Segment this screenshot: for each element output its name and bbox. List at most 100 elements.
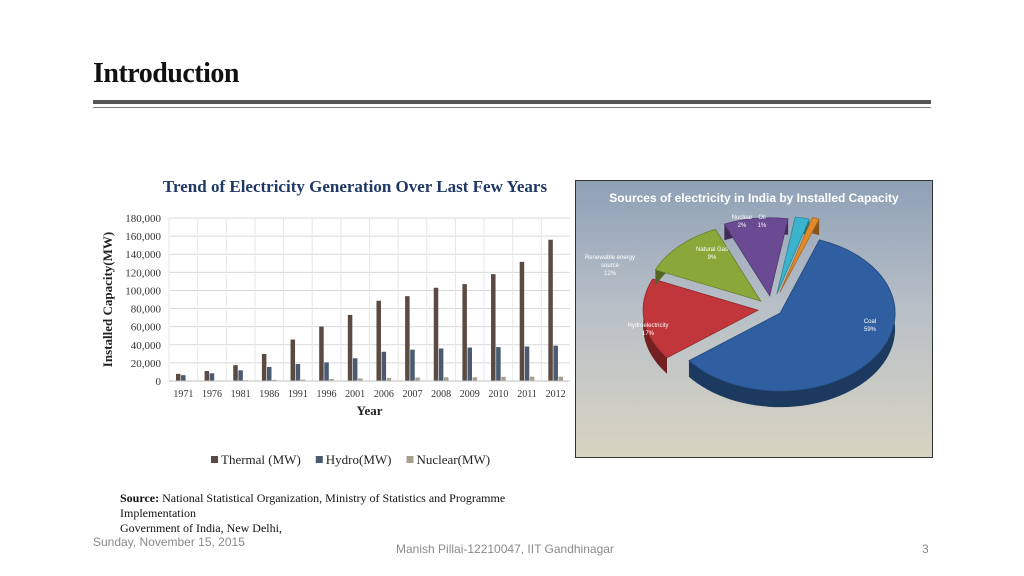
y-tick-label: 40,000 <box>131 340 162 352</box>
pie-label-Renewable energy source: Renewable energy source 12% <box>585 255 635 277</box>
pie-label-Oil: Oil 1% <box>758 215 767 229</box>
legend-swatch <box>211 456 218 463</box>
bar-Hydro(MW) <box>352 358 358 381</box>
bar-Thermal (MW) <box>290 339 296 381</box>
y-tick-label: 120,000 <box>125 267 161 279</box>
bar-Hydro(MW) <box>553 345 558 381</box>
x-tick-label: 2001 <box>345 389 365 400</box>
x-tick-label: 2012 <box>546 389 566 400</box>
bar-Nuclear(MW) <box>272 379 277 381</box>
x-tick-label: 1976 <box>202 389 222 400</box>
bar-Nuclear(MW) <box>501 376 506 381</box>
x-tick-label: 2007 <box>402 389 422 400</box>
pie-slice-Nuclear <box>776 216 810 295</box>
slide-title: Introduction <box>93 58 239 89</box>
y-tick-label: 160,000 <box>125 231 161 243</box>
pie-label-Natural Gas: Natural Gas 9% <box>696 247 728 261</box>
bar-Nuclear(MW) <box>443 377 449 381</box>
pie-label-Nuclear: Nuclear 2% <box>732 215 753 229</box>
bar-Nuclear(MW) <box>329 379 334 381</box>
legend-swatch <box>406 456 414 463</box>
bar-Thermal (MW) <box>233 365 238 381</box>
bar-Thermal (MW) <box>261 353 267 381</box>
bar-Hydro(MW) <box>295 363 301 381</box>
y-tick-label: 80,000 <box>131 304 162 316</box>
bar-Hydro(MW) <box>324 362 329 381</box>
x-tick-label: 1986 <box>259 389 279 400</box>
x-tick-label: 2008 <box>431 389 451 400</box>
source-label: Source: <box>120 491 160 505</box>
footer-date: Sunday, November 15, 2015 <box>93 535 245 549</box>
source-text: National Statistical Organization, Minis… <box>120 491 506 520</box>
bar-Hydro(MW) <box>438 348 444 381</box>
x-tick-label: 2011 <box>517 389 537 400</box>
pie-chart-panel: Sources of electricity in India by Insta… <box>575 180 933 458</box>
bar-Nuclear(MW) <box>300 379 306 381</box>
title-rule-thin <box>93 107 931 108</box>
bar-chart: 0 20,000 40,000 60,000 80,000 100,000 120,000 1… <box>100 213 570 467</box>
y-axis-label: Installed Capacity(MW) <box>100 232 115 367</box>
title-rule-thick <box>93 100 931 104</box>
bar-Thermal (MW) <box>433 287 439 381</box>
bar-Nuclear(MW) <box>558 376 564 381</box>
bar-Thermal (MW) <box>462 284 467 381</box>
bar-Nuclear(MW) <box>386 377 392 381</box>
x-tick-label: 1981 <box>231 389 251 400</box>
bar-chart-title: Trend of Electricity Generation Over Las… <box>162 177 548 196</box>
x-tick-label: 2010 <box>488 389 508 400</box>
bar-Hydro(MW) <box>524 346 530 381</box>
footer-page-number: 3 <box>922 542 929 556</box>
y-tick-label: 20,000 <box>131 358 162 370</box>
pie-slice-Natural Gas <box>723 217 789 297</box>
bar-Nuclear(MW) <box>358 378 363 381</box>
bar-Nuclear(MW) <box>415 377 420 381</box>
pie-slice-Hydroelectricity <box>642 278 760 359</box>
pie-slice-Coal <box>688 239 896 392</box>
bar-Thermal (MW) <box>319 326 324 381</box>
footer-author: Manish Pillai-12210047, IIT Gandhinagar <box>396 542 614 556</box>
bar-Thermal (MW) <box>519 261 525 381</box>
x-tick-label: 1996 <box>317 389 337 400</box>
y-tick-label: 100,000 <box>125 285 161 297</box>
bar-Hydro(MW) <box>267 366 272 381</box>
y-tick-label: 0 <box>156 376 162 388</box>
pie-slice-Oil <box>779 217 820 293</box>
pie-slice-side-Hydroelectricity <box>643 278 667 374</box>
bar-Thermal (MW) <box>175 373 181 381</box>
legend-label: Thermal (MW) <box>221 452 301 467</box>
bar-Thermal (MW) <box>491 274 496 381</box>
pie-label-Coal: Coal 59% <box>864 319 877 333</box>
bar-Hydro(MW) <box>238 370 243 381</box>
legend-swatch <box>315 456 323 463</box>
bar-Hydro(MW) <box>467 347 472 381</box>
bar-Hydro(MW) <box>181 375 186 381</box>
bar-Hydro(MW) <box>209 373 215 381</box>
y-tick-label: 60,000 <box>131 322 162 334</box>
y-tick-label: 180,000 <box>125 213 161 225</box>
bar-Hydro(MW) <box>381 351 387 381</box>
pie-chart: Coal 59% Hydroelectricity 17% Renewable ener… <box>585 215 896 408</box>
source-line2: Government of India, New Delhi, <box>120 521 282 535</box>
x-tick-label: 1971 <box>173 389 193 400</box>
bar-Nuclear(MW) <box>529 376 535 381</box>
bar-Nuclear(MW) <box>472 377 478 381</box>
x-tick-label: 2009 <box>460 389 480 400</box>
bar-Thermal (MW) <box>204 371 210 381</box>
bar-Thermal (MW) <box>347 314 353 381</box>
bar-Thermal (MW) <box>405 296 410 381</box>
legend-label: Hydro(MW) <box>326 452 392 467</box>
bar-Hydro(MW) <box>496 347 501 381</box>
x-tick-label: 1991 <box>288 389 308 400</box>
x-axis-label: Year <box>357 403 383 418</box>
x-tick-label: 2006 <box>374 389 394 400</box>
bar-Hydro(MW) <box>410 349 415 381</box>
bar-Thermal (MW) <box>548 239 553 381</box>
pie-slice-Renewable energy source <box>654 228 762 302</box>
pie-label-Hydroelectricity: Hydroelectricity 17% <box>627 323 668 337</box>
bar-Thermal (MW) <box>376 300 381 381</box>
pie-chart-title: Sources of electricity in India by Insta… <box>609 191 899 205</box>
source-note: Source: National Statistical Organizatio… <box>120 491 550 536</box>
y-tick-label: 140,000 <box>125 249 161 261</box>
legend-label: Nuclear(MW) <box>417 452 491 467</box>
pie-slice-side-Coal <box>688 239 896 408</box>
